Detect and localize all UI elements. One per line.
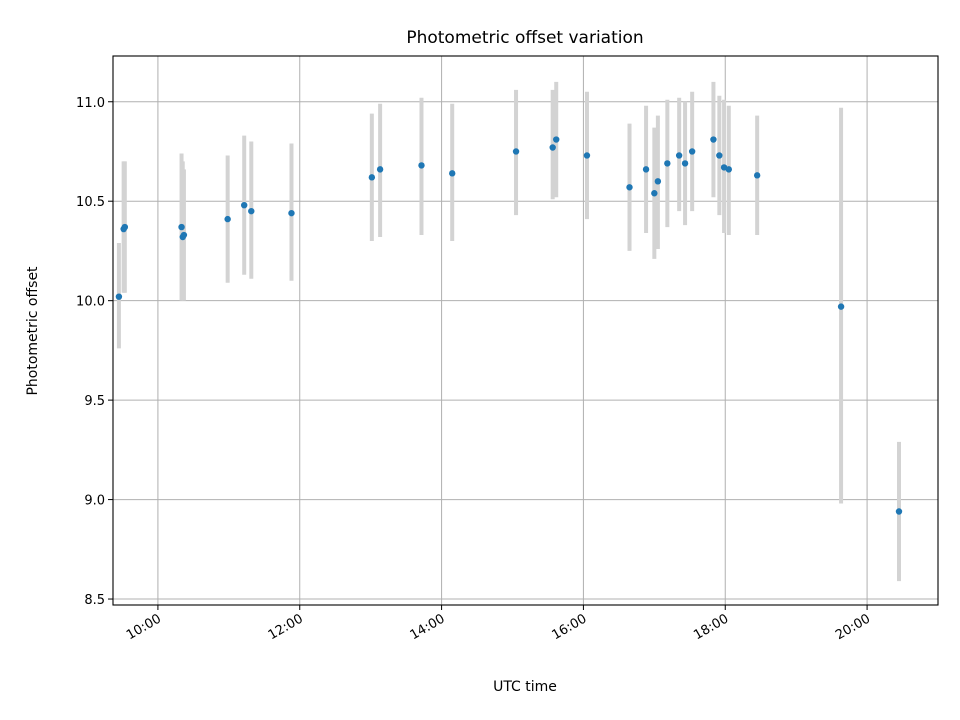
data-point: [651, 190, 658, 197]
data-point: [753, 172, 761, 179]
data-point: [121, 223, 129, 231]
data-point: [681, 160, 689, 167]
data-point: [716, 152, 723, 159]
data-point: [376, 166, 384, 173]
data-point: [449, 170, 456, 177]
data-point: [895, 508, 903, 515]
data-point: [288, 209, 295, 217]
y-axis: 8.5 9.0 9.5 10.0 10.5 11.0: [76, 96, 113, 608]
data-point: [583, 152, 591, 159]
data-point: [725, 166, 732, 173]
data-point: [675, 152, 683, 159]
data-point: [418, 162, 425, 169]
data-point: [549, 144, 556, 151]
data-point: [224, 215, 231, 223]
data-point: [654, 178, 662, 185]
data-point: [664, 160, 671, 167]
data-point: [240, 201, 248, 209]
y-tick-label: 9.0: [84, 494, 105, 509]
data-point: [688, 148, 696, 155]
data-point: [553, 136, 560, 143]
data-point: [626, 184, 633, 191]
y-axis-title: Photometric offset: [25, 266, 41, 396]
y-tick-label: 9.5: [84, 394, 105, 409]
data-point: [178, 223, 185, 231]
data-point: [837, 303, 845, 310]
x-axis-title: UTC time: [493, 679, 557, 695]
y-tick-label: 10.0: [76, 295, 105, 310]
data-point: [368, 174, 376, 181]
data-point: [512, 148, 520, 155]
plot-frame: [112, 55, 939, 606]
data-point: [180, 231, 188, 239]
y-tick-label: 10.5: [76, 195, 105, 210]
data-point: [248, 207, 255, 215]
data-point: [642, 166, 650, 173]
y-tick-label: 8.5: [84, 593, 105, 608]
chart-title: Photometric offset variation: [406, 28, 643, 48]
data-points: [115, 136, 903, 515]
data-point: [115, 293, 123, 300]
data-point: [710, 136, 717, 143]
y-tick-label: 11.0: [76, 96, 105, 111]
